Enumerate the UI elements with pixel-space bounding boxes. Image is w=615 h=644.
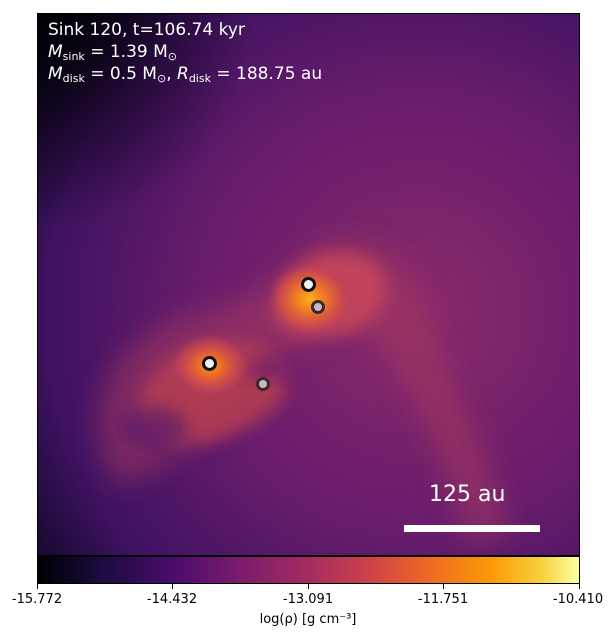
sink-mass-label: Msink = 1.39 M⊙ <box>48 42 177 63</box>
colorbar-label: log(ρ) [g cm⁻³] <box>259 612 357 627</box>
disk-radius-subscript: disk <box>188 72 211 85</box>
colorbar-tick <box>172 584 173 589</box>
disk-separator: , <box>166 64 178 84</box>
sink-mass-symbol: M <box>48 42 63 62</box>
density-map-panel: Sink 120, t=106.74 kyr Msink = 1.39 M⊙ M… <box>37 13 580 556</box>
sink-companion-1-marker <box>311 300 325 314</box>
disk-mass-symbol: M <box>48 64 63 84</box>
colorbar-tick <box>443 584 444 589</box>
colorbar <box>37 556 580 584</box>
colorbar-tick-label: -15.772 <box>11 592 63 607</box>
sink-primary-marker <box>301 277 316 292</box>
sink-mass-value: = 1.39 M <box>84 42 168 62</box>
disk-properties-label: Mdisk = 0.5 M⊙, Rdisk = 188.75 au <box>48 64 322 85</box>
disk-radius-value: = 188.75 au <box>210 64 323 84</box>
scale-bar <box>404 525 540 532</box>
colorbar-tick-label: -10.410 <box>552 592 604 607</box>
colorbar-tick <box>308 584 309 589</box>
sink-companion-2-marker <box>256 377 270 391</box>
sink-mass-subscript: sink <box>62 50 85 63</box>
sink-title-label: Sink 120, t=106.74 kyr <box>48 20 245 40</box>
colorbar-tick-label: -13.091 <box>282 592 334 607</box>
colorbar-tick-label: -14.432 <box>146 592 198 607</box>
scale-bar-label: 125 au <box>429 482 506 507</box>
colorbar-tick <box>37 584 38 589</box>
disk-mass-value: = 0.5 M <box>84 64 157 84</box>
colorbar-tick-label: -11.751 <box>417 592 469 607</box>
sink-secondary-marker <box>202 356 217 371</box>
disk-mass-subscript: disk <box>62 72 85 85</box>
colorbar-tick <box>579 584 580 589</box>
solar-unit-subscript: ⊙ <box>167 50 178 63</box>
disk-solar-unit-subscript: ⊙ <box>156 72 167 85</box>
disk-radius-symbol: R <box>177 64 189 84</box>
